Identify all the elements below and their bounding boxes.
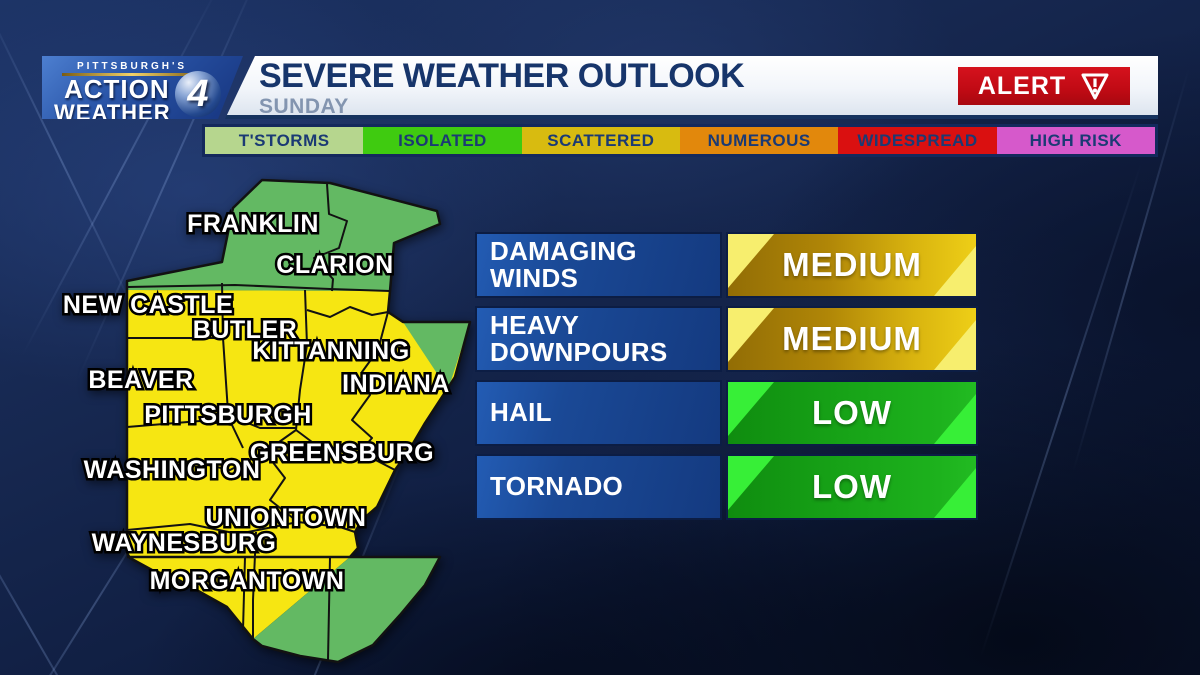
threat-name-damaging-winds: DAMAGING WINDS xyxy=(475,232,722,298)
page-subtitle: SUNDAY xyxy=(259,95,349,118)
map-zone-isolated-northeast xyxy=(403,322,470,390)
threat-line: DAMAGING xyxy=(490,235,637,266)
risk-segment-numerous: NUMEROUS xyxy=(679,127,839,154)
threat-name-heavy-downpours: HEAVY DOWNPOURS xyxy=(475,306,722,372)
map-label-morgantown: MORGANTOWN xyxy=(150,567,345,595)
risk-scale-legend: T'STORMS ISOLATED SCATTERED NUMEROUS WID… xyxy=(202,124,1158,157)
map-outline xyxy=(125,178,472,664)
header-bar: SEVERE WEATHER OUTLOOK SUNDAY ALERT xyxy=(225,56,1158,119)
map-zone-isolated-south xyxy=(253,557,440,662)
station-name-line1: ACTION xyxy=(64,74,170,104)
map-label-greensburg: GREENSBURG xyxy=(250,439,434,467)
map-label-franklin: FRANKLIN xyxy=(187,210,319,238)
threat-level-hail: LOW xyxy=(726,380,978,446)
logo-gold-rule xyxy=(62,73,202,76)
page-title: SEVERE WEATHER OUTLOOK xyxy=(259,57,745,95)
threat-level-heavy-downpours: MEDIUM xyxy=(726,306,978,372)
background-streak xyxy=(0,414,214,675)
threat-name-tornado: TORNADO xyxy=(475,454,722,520)
background-streak xyxy=(21,0,221,356)
table-row: TORNADO LOW xyxy=(475,454,978,520)
alert-label: ALERT xyxy=(977,71,1067,100)
threat-line: DOWNPOURS xyxy=(490,337,668,367)
background-streak xyxy=(0,447,137,675)
threat-level-damaging-winds: MEDIUM xyxy=(726,232,978,298)
risk-segment-scattered: SCATTERED xyxy=(521,127,680,154)
alert-badge: ALERT xyxy=(958,67,1130,105)
map-label-waynesburg: WAYNESBURG xyxy=(92,529,277,557)
map-label-newcastle: NEW CASTLE xyxy=(63,291,233,319)
map-label-pittsburgh: PITTSBURGH xyxy=(144,401,312,429)
threat-line: HEAVY xyxy=(490,309,580,340)
map-label-clarion: CLARION xyxy=(276,251,393,279)
threat-line: TORNADO xyxy=(490,471,624,502)
background-streak xyxy=(249,435,413,675)
channel-number: 4 xyxy=(187,72,209,115)
map-label-kittanning: KITTANNING xyxy=(252,337,409,365)
background-streak xyxy=(0,0,146,332)
threat-table: DAMAGING WINDS MEDIUM HEAVY DOWNPOURS ME… xyxy=(475,232,978,528)
map-label-indiana: INDIANA xyxy=(342,370,450,398)
warning-triangle-icon xyxy=(1081,73,1109,100)
table-row: HEAVY DOWNPOURS MEDIUM xyxy=(475,306,978,372)
risk-segment-tstorms: T'STORMS xyxy=(205,127,364,154)
map-zone-isolated-north xyxy=(127,180,440,291)
threat-name-hail: HAIL xyxy=(475,380,722,446)
county-borders xyxy=(126,183,396,661)
risk-segment-highrisk: HIGH RISK xyxy=(996,127,1155,154)
map-zone-scattered-main xyxy=(127,290,470,639)
map-label-uniontown: UNIONTOWN xyxy=(206,504,367,532)
station-tagline: PITTSBURGH'S xyxy=(76,61,188,72)
threat-line: WINDS xyxy=(490,263,579,293)
risk-segment-isolated: ISOLATED xyxy=(363,127,522,154)
map-label-butler: BUTLER xyxy=(193,316,297,344)
table-row: DAMAGING WINDS MEDIUM xyxy=(475,232,978,298)
table-row: HAIL LOW xyxy=(475,380,978,446)
risk-segment-widespread: WIDESPREAD xyxy=(838,127,997,154)
station-logo: PITTSBURGH'S ACTION WEATHER 4 xyxy=(42,56,243,119)
header-title-block: SEVERE WEATHER OUTLOOK SUNDAY xyxy=(259,57,745,118)
background-streak xyxy=(979,162,1143,658)
station-name-line2: WEATHER xyxy=(54,99,171,125)
map-label-washington: WASHINGTON xyxy=(84,456,261,484)
map-label-beaver: BEAVER xyxy=(88,366,193,394)
threat-line: HAIL xyxy=(490,397,552,428)
channel-4-logo: 4 xyxy=(175,71,221,117)
threat-level-tornado: LOW xyxy=(726,454,978,520)
